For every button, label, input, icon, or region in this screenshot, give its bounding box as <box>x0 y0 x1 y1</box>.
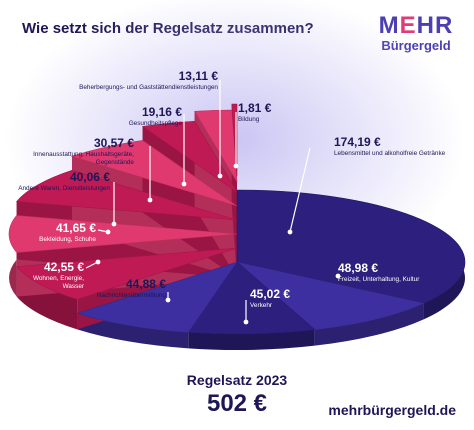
pie-slice-side <box>188 329 315 350</box>
pie-slice-side <box>77 313 189 349</box>
pie-slice <box>8 215 238 253</box>
slice-value-label: 44,88 € <box>126 277 166 291</box>
leader-dot <box>111 221 117 227</box>
slice-category-label: Wasser <box>63 283 85 290</box>
slice-category-label: Andere Waren, Dienstleistungen <box>18 185 110 192</box>
slice-category-label: Innenausstattung, Haushaltsgeräte, <box>33 151 134 158</box>
leader-dot <box>233 163 239 169</box>
slice-category-label: Nachrichtenübermittlung <box>97 292 167 299</box>
leader-dot <box>165 297 171 303</box>
leader-dot <box>287 229 293 235</box>
slice-value-label: 42,55 € <box>44 260 84 274</box>
slice-value-label: 174,19 € <box>334 135 381 149</box>
leader-dot <box>243 319 249 325</box>
total-value: 502 € <box>206 390 268 417</box>
leader-line <box>289 147 311 233</box>
leader-dot <box>147 197 153 203</box>
slice-category-label: Beherbergungs- und Gaststättendienstleis… <box>79 84 218 91</box>
pie-slice <box>236 261 425 330</box>
slice-value-label: 13,11 € <box>179 69 219 83</box>
pie-slice <box>194 109 238 183</box>
total-label: Regelsatz 2023 <box>186 372 288 388</box>
slice-category-label: Bekleidung, Schuhe <box>39 236 96 243</box>
slice-value-label: 48,98 € <box>338 261 378 275</box>
leader-dot <box>95 259 101 265</box>
pie-slice <box>76 261 238 333</box>
slice-category-label: Lebensmittel und alkoholfreie Getränke <box>334 150 446 157</box>
pie-slice <box>187 261 316 335</box>
pie-slice <box>16 170 238 221</box>
slice-category-label: Gesundheitspflege <box>129 120 183 127</box>
slice-category-label: Gegenstände <box>96 159 135 166</box>
slice-value-label: 30,57 € <box>94 136 134 150</box>
slice-value-label: 40,06 € <box>70 170 110 184</box>
slice-category-label: Freizeit, Unterhaltung, Kultur <box>338 276 420 283</box>
leader-dot <box>181 181 187 187</box>
pie-slice-side <box>314 303 424 346</box>
leader-dot <box>335 273 341 279</box>
leader-dot <box>105 229 111 235</box>
slice-category-label: Wohnen, Energie, <box>33 275 84 282</box>
leader-dot <box>217 173 223 179</box>
slice-category-label: Verkehr <box>250 302 273 309</box>
website-link[interactable]: mehrbürgergeld.de <box>328 402 456 418</box>
slice-value-label: 45,02 € <box>250 287 290 301</box>
pie-slice <box>16 247 238 300</box>
pie-slice <box>141 120 238 193</box>
pie-slice <box>70 140 238 207</box>
pie-slice <box>236 189 466 304</box>
slice-value-label: 1,81 € <box>238 101 272 115</box>
slice-category-label: Bildung <box>238 116 260 123</box>
slice-value-label: 41,65 € <box>56 221 96 235</box>
slice-value-label: 19,16 € <box>142 105 182 119</box>
